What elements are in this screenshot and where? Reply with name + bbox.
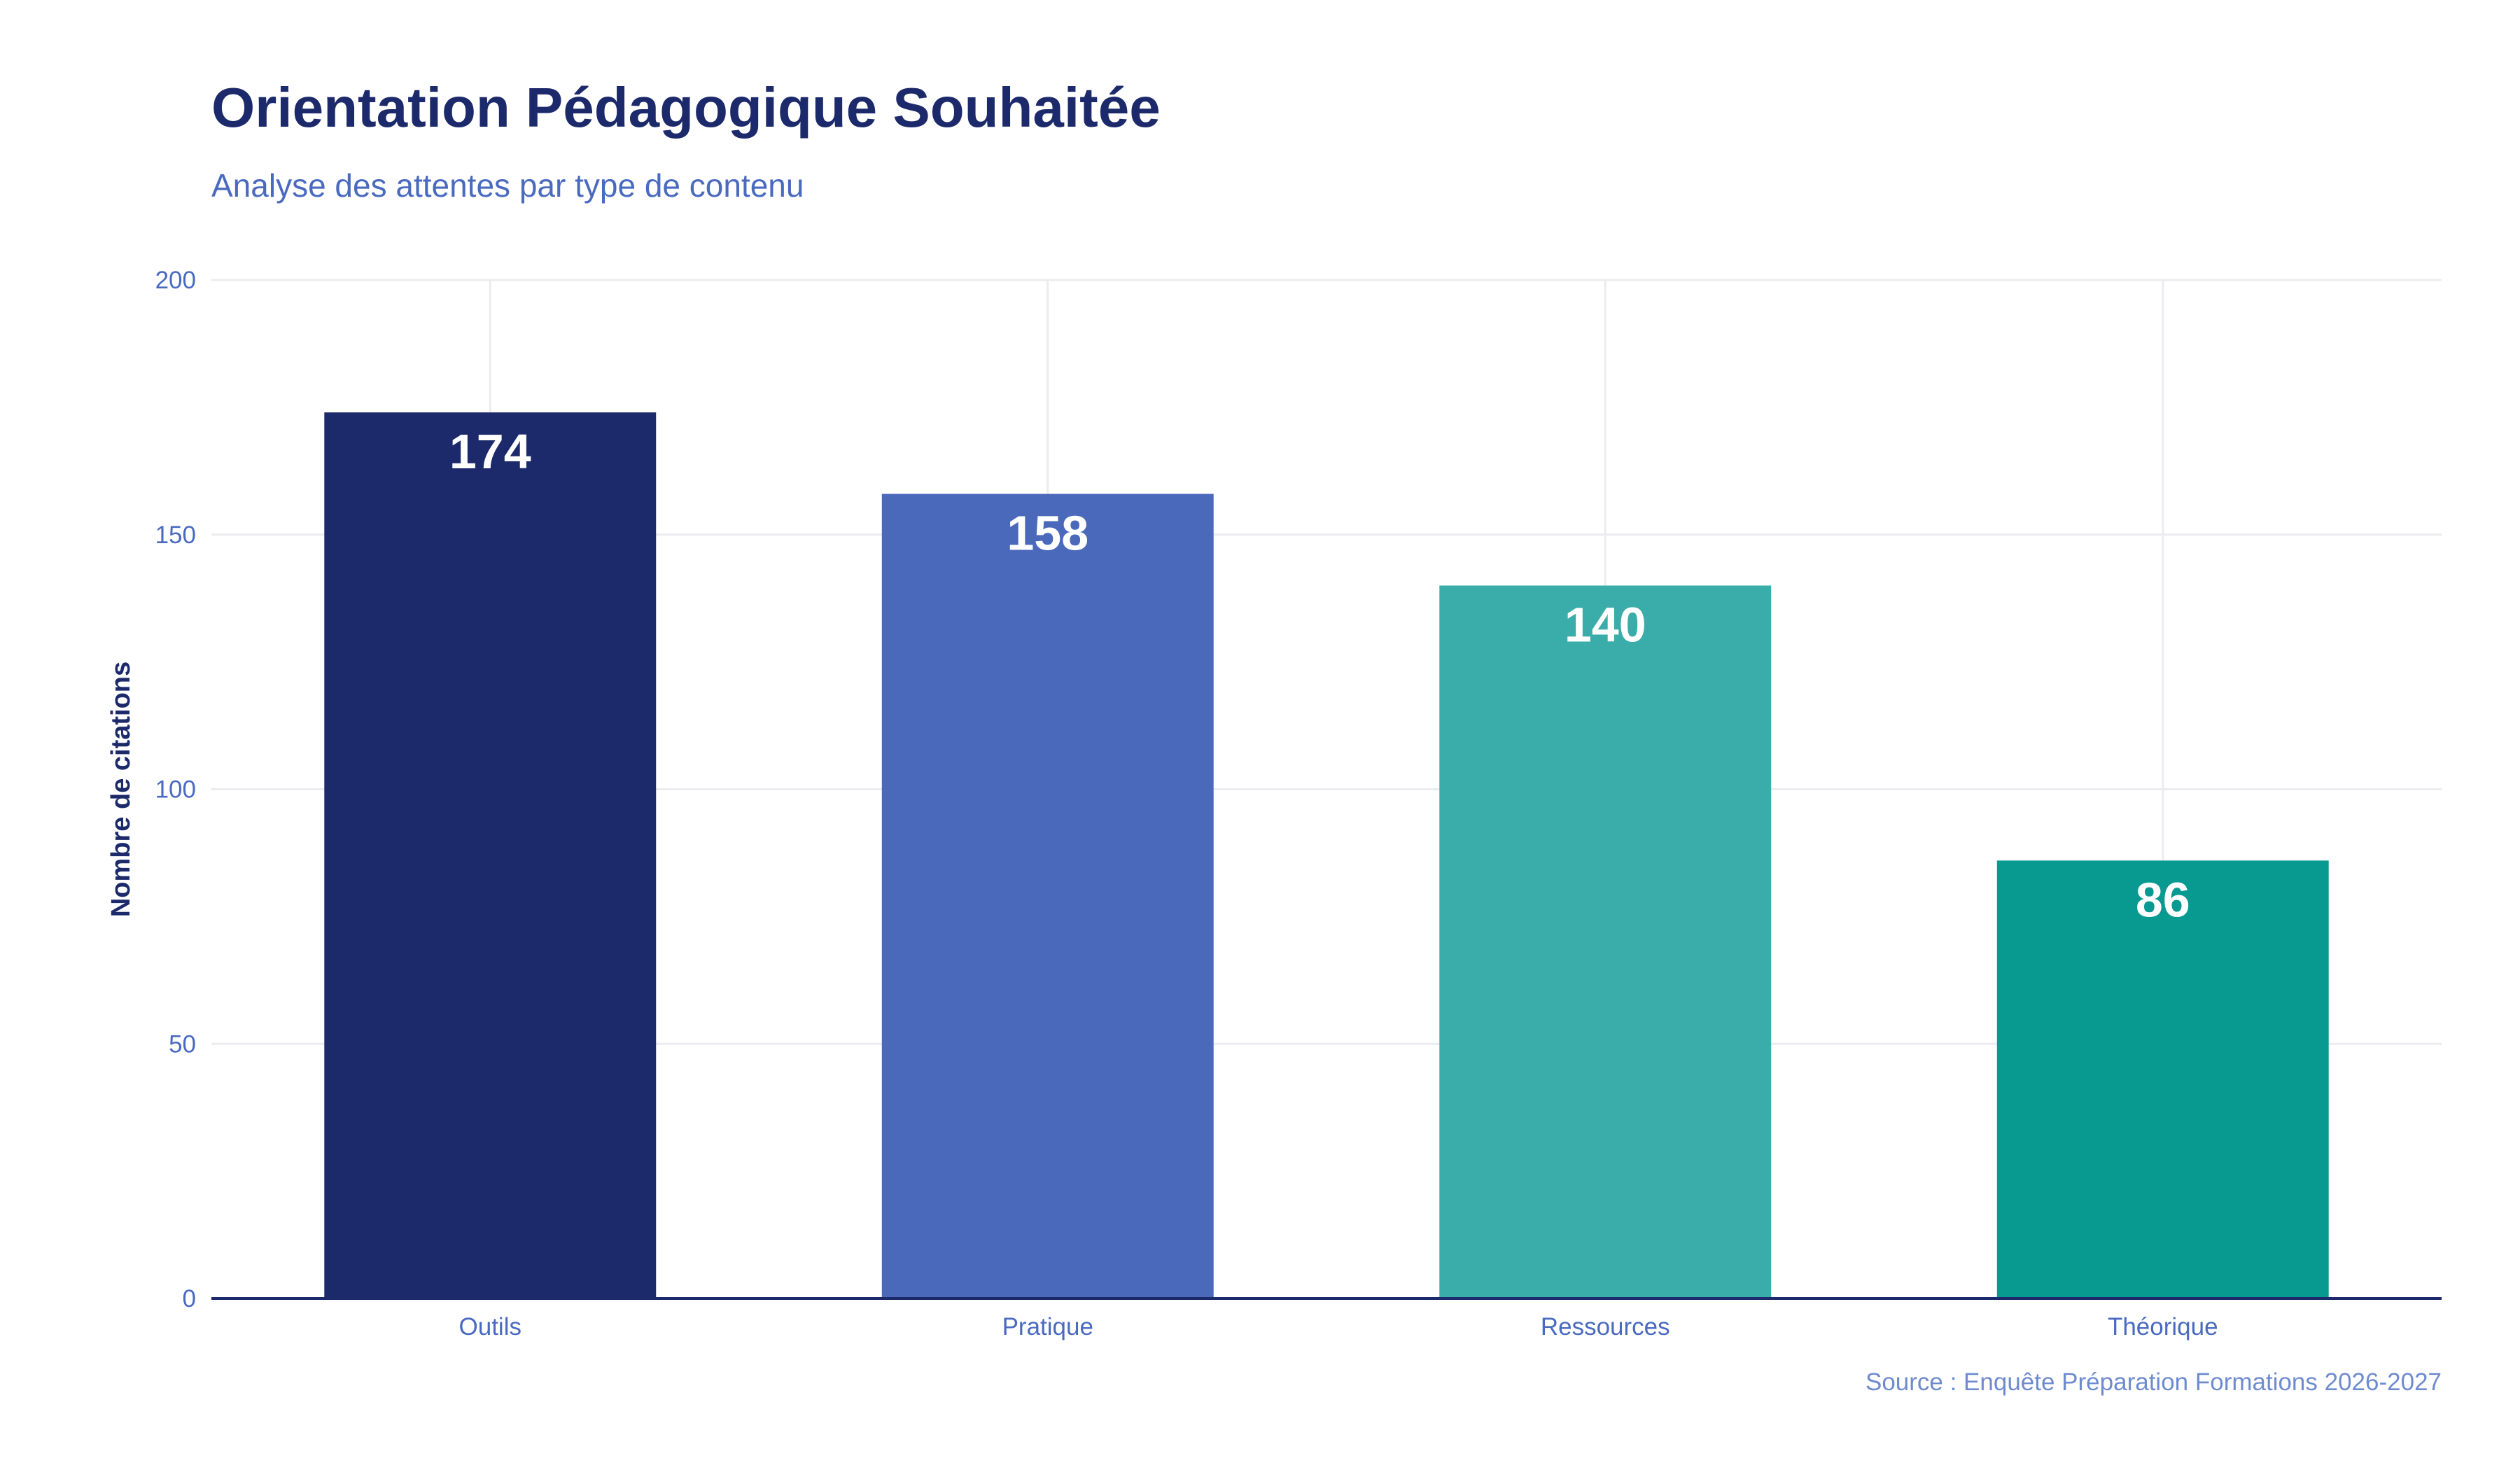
y-tick-label: 0 — [183, 1285, 196, 1312]
y-tick-label: 50 — [169, 1030, 196, 1058]
y-tick-label: 100 — [155, 776, 196, 804]
x-tick-label: Théorique — [2108, 1313, 2218, 1340]
y-tick-label: 150 — [155, 522, 196, 549]
bar-théorique — [1996, 860, 2329, 1298]
bar-value-label: 158 — [1007, 506, 1088, 561]
y-axis-ticks: 0 50 100 150 200 — [155, 267, 196, 1312]
bar-outils — [324, 412, 657, 1298]
bar-value-label: 140 — [1564, 598, 1646, 652]
chart-title: Orientation Pédagogique Souhaitée — [211, 76, 1161, 139]
source-note: Source : Enquête Préparation Formations … — [1865, 1368, 2442, 1396]
bars: 174 158 140 86 — [324, 412, 2329, 1298]
x-tick-label: Ressources — [1541, 1313, 1670, 1340]
y-axis-label: Nombre de citations — [106, 662, 136, 917]
bar-pratique — [881, 493, 1214, 1298]
x-tick-label: Outils — [459, 1313, 522, 1340]
y-tick-label: 200 — [155, 267, 196, 294]
bar-value-label: 174 — [449, 424, 531, 479]
bar-ressources — [1439, 585, 1772, 1298]
x-tick-label: Pratique — [1002, 1313, 1093, 1340]
bar-value-label: 86 — [2136, 872, 2190, 927]
x-axis-ticks: Outils Pratique Ressources Théorique — [459, 1313, 2218, 1340]
chart-subtitle: Analyse des attentes par type de contenu — [211, 167, 804, 204]
